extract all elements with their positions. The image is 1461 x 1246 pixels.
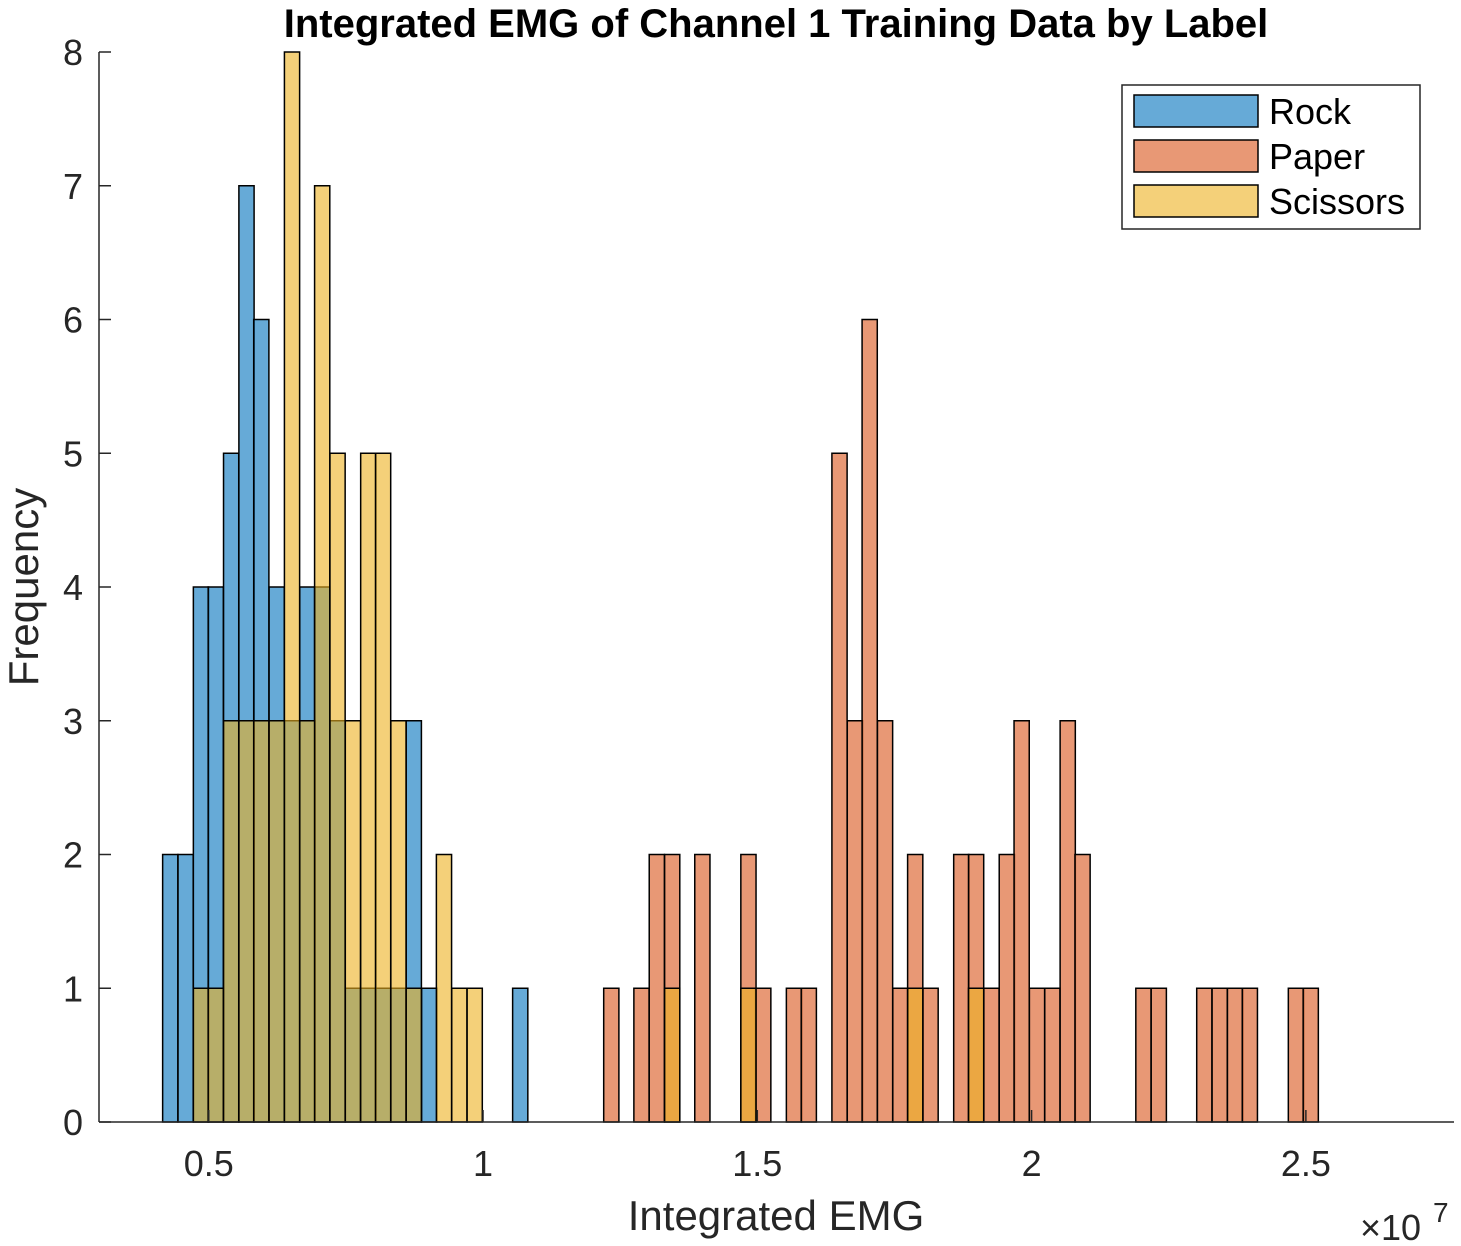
y-tick-label-7: 7 bbox=[63, 166, 83, 207]
y-tick-label-5: 5 bbox=[63, 433, 83, 474]
bar-scissors-1 bbox=[207, 987, 225, 1123]
bar-scissors-12 bbox=[374, 452, 392, 1123]
y-tick-label-1: 1 bbox=[63, 968, 83, 1009]
bar-paper-4 bbox=[694, 853, 711, 1123]
bar-paper-6 bbox=[754, 987, 772, 1123]
bar-paper-8 bbox=[800, 987, 818, 1123]
bar-paper-29 bbox=[1226, 987, 1244, 1123]
bar-scissors-2 bbox=[222, 720, 240, 1123]
bar-scissors-16 bbox=[450, 987, 468, 1123]
bar-scissors-8 bbox=[313, 185, 331, 1123]
bar-paper-13 bbox=[892, 987, 909, 1123]
x-tick-label-1: 1 bbox=[473, 1143, 493, 1184]
x-ticks: 0.5 1 1.5 2 2.5 bbox=[184, 1110, 1331, 1184]
bar-paper-18 bbox=[983, 987, 1000, 1123]
y-tick-label-2: 2 bbox=[63, 835, 83, 876]
bar-scissors-13 bbox=[390, 720, 407, 1123]
bar-paper-22 bbox=[1044, 987, 1061, 1123]
y-axis-label: Frequency bbox=[0, 488, 47, 686]
x-axis-label: Integrated EMG bbox=[628, 1192, 924, 1239]
bar-paper-25 bbox=[1135, 987, 1152, 1123]
bar-scissors-5 bbox=[268, 720, 286, 1123]
bar-paper-21 bbox=[1028, 987, 1046, 1123]
legend-swatch-paper bbox=[1133, 139, 1259, 173]
legend-swatch-scissors bbox=[1133, 184, 1259, 218]
bar-scissors-20 bbox=[906, 987, 924, 1123]
y-tick-label-6: 6 bbox=[63, 300, 83, 341]
bar-scissors-7 bbox=[299, 720, 316, 1123]
bar-scissors-11 bbox=[359, 452, 377, 1123]
legend-label-scissors: Scissors bbox=[1269, 181, 1405, 222]
bar-scissors-10 bbox=[344, 720, 362, 1123]
bar-paper-0 bbox=[602, 987, 620, 1123]
bar-scissors-9 bbox=[329, 452, 346, 1123]
y-tick-label-3: 3 bbox=[63, 701, 83, 742]
bar-paper-32 bbox=[1302, 987, 1320, 1123]
y-ticks: 0 1 2 3 4 5 6 7 8 bbox=[63, 32, 111, 1143]
x-multiplier-base: ×10 bbox=[1360, 1207, 1421, 1246]
bar-scissors-21 bbox=[967, 987, 985, 1123]
bar-paper-20 bbox=[1013, 720, 1030, 1123]
y-tick-label-4: 4 bbox=[63, 567, 83, 608]
bar-paper-12 bbox=[876, 720, 894, 1123]
bar-paper-19 bbox=[998, 853, 1016, 1123]
bar-scissors-19 bbox=[740, 987, 757, 1123]
bar-rock-17 bbox=[420, 987, 438, 1123]
legend-label-rock: Rock bbox=[1269, 91, 1352, 132]
x-tick-label-4: 2.5 bbox=[1281, 1143, 1331, 1184]
bar-scissors-17 bbox=[466, 987, 484, 1123]
series-scissors bbox=[192, 51, 985, 1123]
bar-scissors-15 bbox=[435, 853, 453, 1123]
x-multiplier: ×10 7 bbox=[1360, 1197, 1449, 1246]
bar-scissors-14 bbox=[405, 987, 423, 1123]
bar-scissors-18 bbox=[663, 987, 681, 1123]
bar-rock-0 bbox=[161, 853, 179, 1123]
bar-rock-1 bbox=[177, 853, 194, 1123]
y-tick-label-0: 0 bbox=[63, 1102, 83, 1143]
chart-title: Integrated EMG of Channel 1 Training Dat… bbox=[284, 2, 1269, 46]
legend-label-paper: Paper bbox=[1269, 136, 1365, 177]
bar-scissors-6 bbox=[283, 51, 301, 1123]
bar-paper-31 bbox=[1287, 987, 1305, 1123]
bar-paper-7 bbox=[785, 987, 803, 1123]
legend-swatch-rock bbox=[1133, 94, 1259, 128]
bar-paper-15 bbox=[922, 987, 939, 1123]
bar-paper-1 bbox=[633, 987, 650, 1123]
bar-paper-2 bbox=[648, 853, 666, 1123]
bar-paper-16 bbox=[952, 853, 970, 1123]
x-multiplier-exponent: 7 bbox=[1433, 1197, 1449, 1228]
bar-paper-11 bbox=[861, 318, 879, 1123]
x-tick-label-0: 0.5 bbox=[184, 1143, 234, 1184]
x-tick-label-3: 2 bbox=[1022, 1143, 1042, 1184]
bar-paper-27 bbox=[1195, 987, 1213, 1123]
bar-scissors-3 bbox=[238, 720, 255, 1123]
bar-paper-9 bbox=[831, 452, 848, 1123]
bar-scissors-0 bbox=[192, 987, 210, 1123]
bar-paper-30 bbox=[1241, 987, 1259, 1123]
bar-paper-23 bbox=[1059, 720, 1077, 1123]
x-tick-label-2: 1.5 bbox=[732, 1143, 782, 1184]
bar-scissors-4 bbox=[252, 720, 270, 1123]
bar-rock-18 bbox=[511, 987, 529, 1123]
bar-paper-10 bbox=[846, 720, 864, 1123]
y-tick-label-8: 8 bbox=[63, 32, 83, 73]
bar-paper-26 bbox=[1150, 987, 1168, 1123]
bar-paper-24 bbox=[1074, 853, 1091, 1123]
series-paper bbox=[602, 318, 1320, 1123]
bar-paper-28 bbox=[1211, 987, 1229, 1123]
